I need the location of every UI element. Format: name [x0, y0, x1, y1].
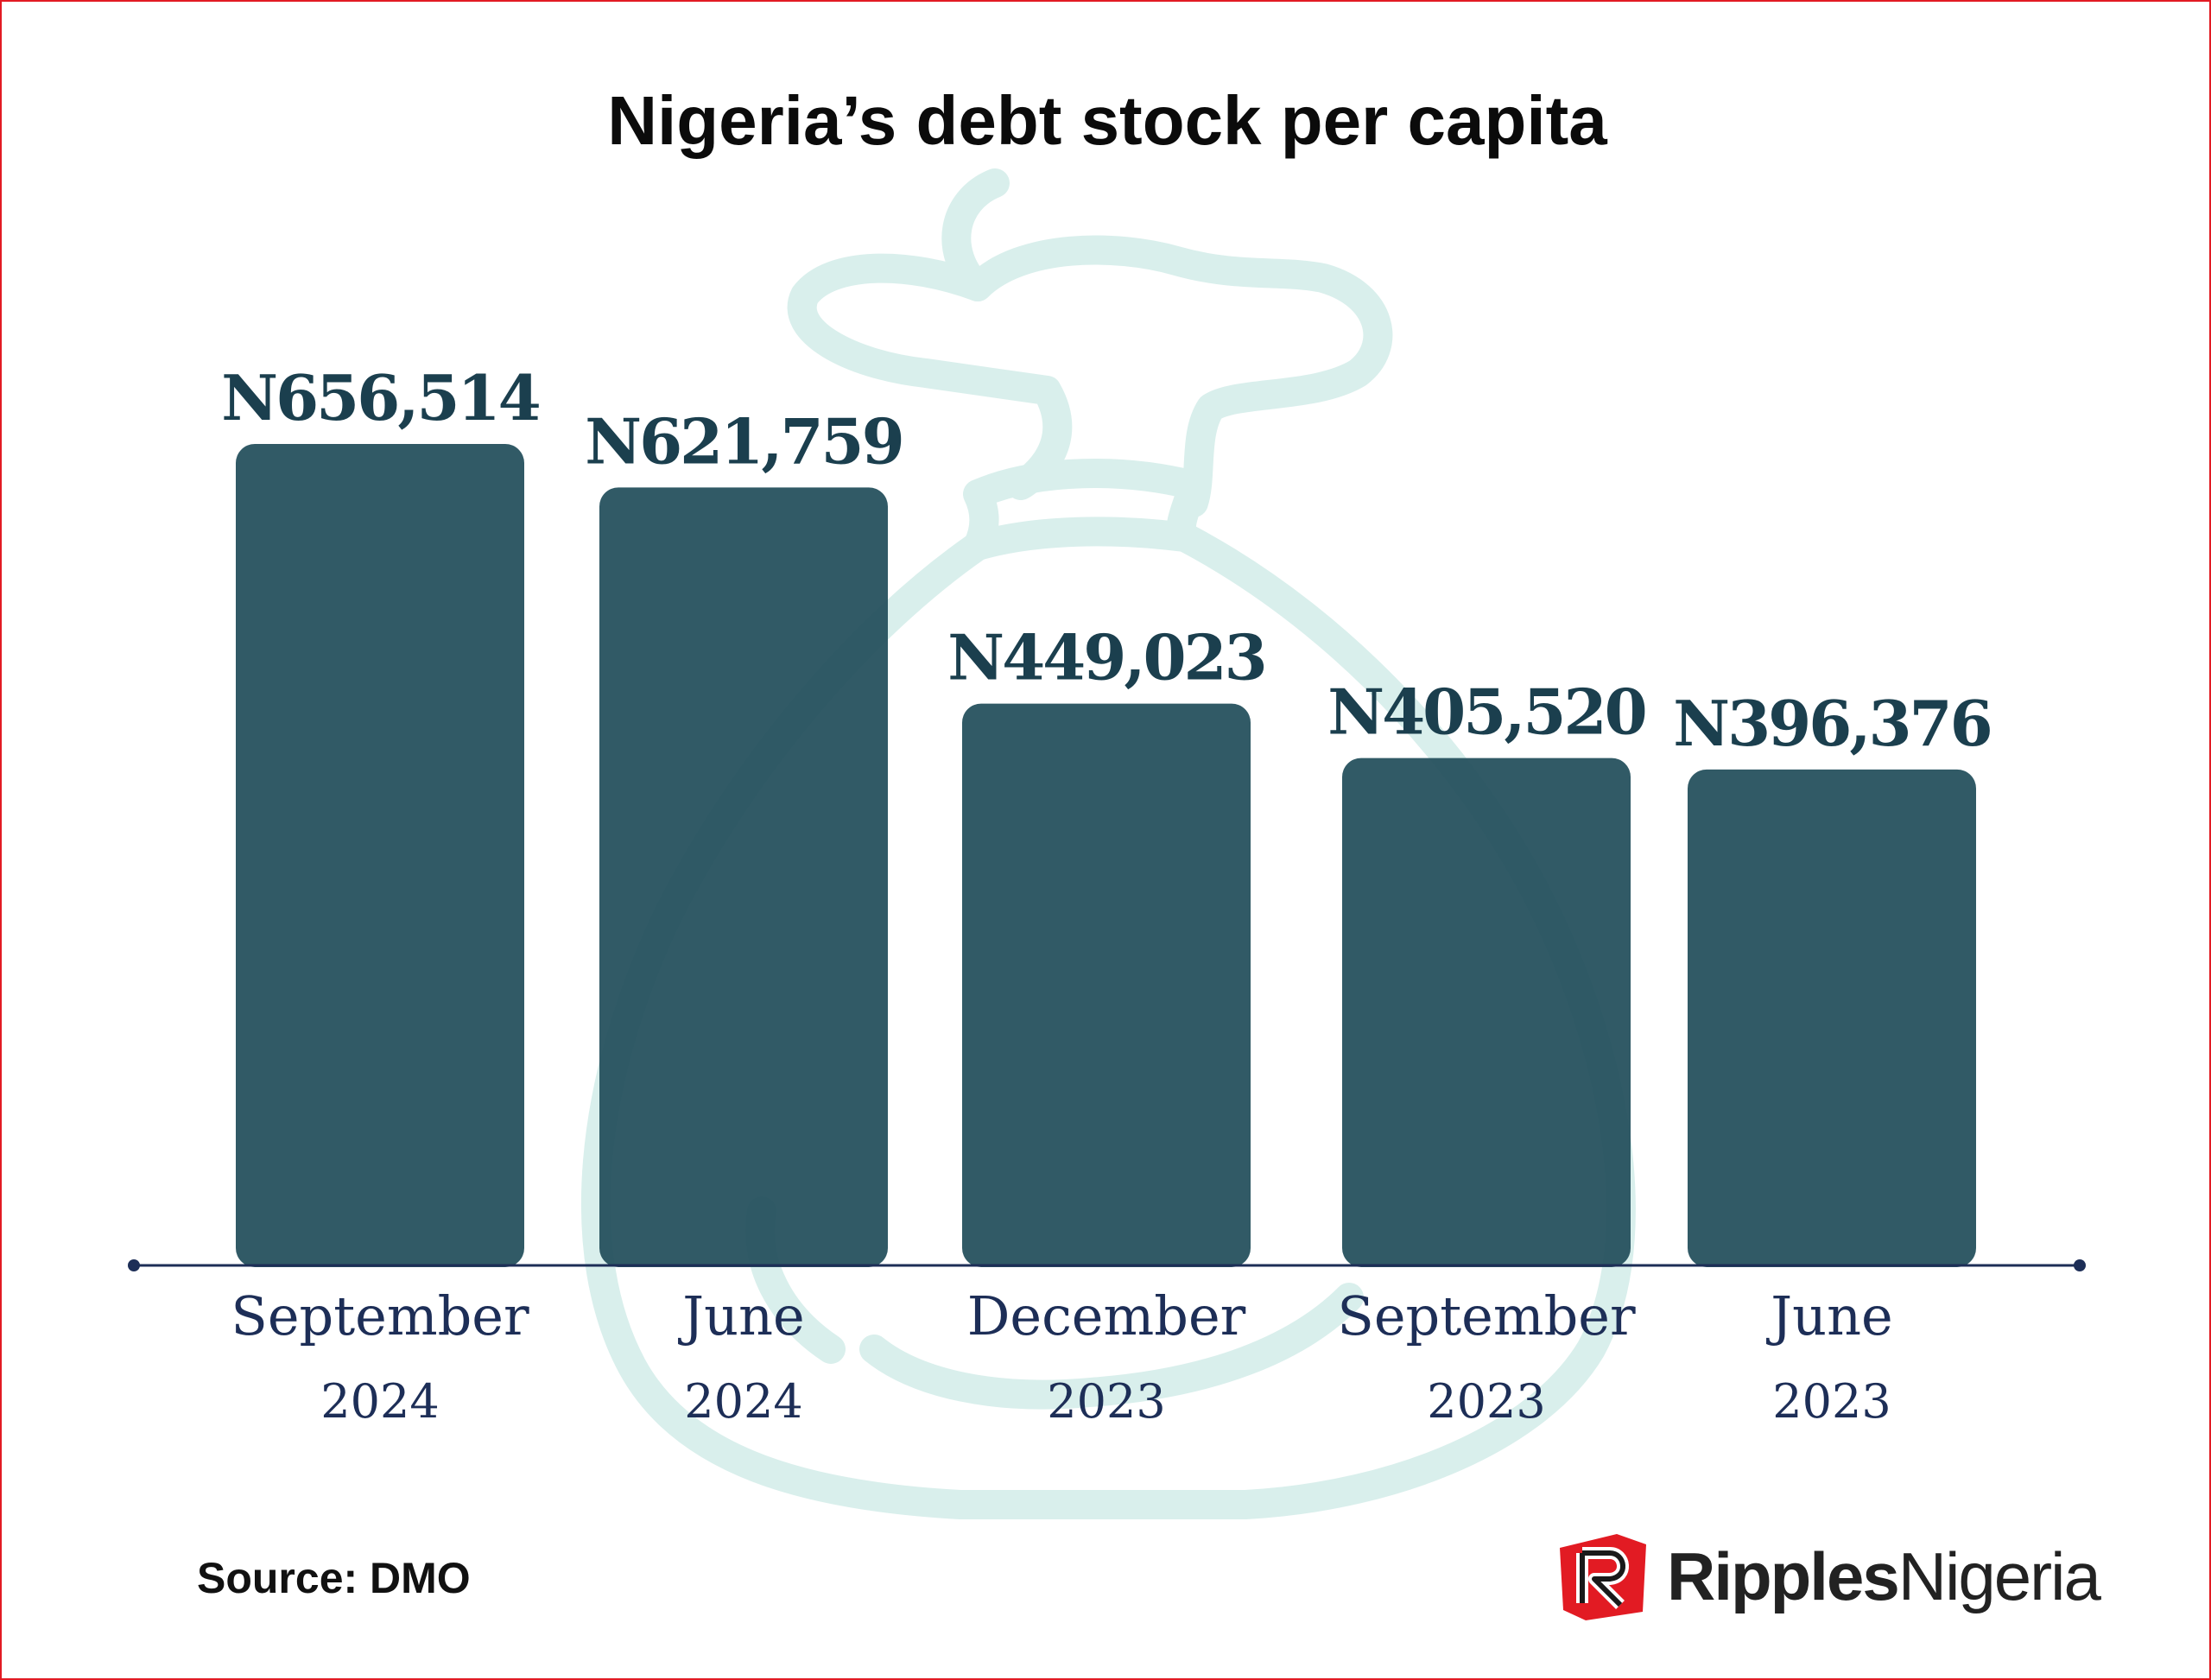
chart-title: Nigeria’s debt stock per capita: [607, 82, 1607, 159]
bar-4: [1342, 758, 1631, 1267]
bar-3: [962, 703, 1251, 1267]
x-axis-end-dot: [2074, 1259, 2086, 1271]
data-label-3: N449,023: [947, 621, 1264, 694]
x-tick-month-4: September: [1337, 1284, 1636, 1347]
ripples-logo-mark-icon: [1560, 1534, 1646, 1620]
x-tick-month-3: December: [967, 1284, 1246, 1347]
logo-brand-strong: Ripples: [1667, 1537, 1900, 1614]
logo-brand-light: Nigeria: [1897, 1537, 2101, 1614]
bar-5: [1688, 769, 1976, 1267]
ripples-nigeria-logo: RipplesNigeria: [1556, 1529, 2101, 1624]
x-tick-month-1: September: [231, 1284, 529, 1347]
logo-wordmark: RipplesNigeria: [1667, 1537, 2101, 1616]
x-tick-year-4: 2023: [1427, 1374, 1545, 1429]
source-note: Source: DMO: [197, 1554, 471, 1602]
data-label-5: N396,376: [1673, 687, 1990, 760]
data-label-2: N621,759: [585, 404, 902, 478]
data-label-4: N405,520: [1327, 675, 1644, 749]
x-tick-year-2: 2024: [684, 1374, 802, 1429]
x-tick-year-1: 2024: [320, 1374, 439, 1429]
bar-2: [599, 487, 888, 1267]
x-tick-month-5: June: [1765, 1284, 1892, 1347]
data-label-1: N656,514: [221, 361, 539, 434]
x-axis-start-dot: [128, 1259, 140, 1271]
x-tick-year-5: 2023: [1772, 1374, 1891, 1429]
x-tick-month-2: June: [677, 1284, 804, 1347]
x-tick-year-3: 2023: [1047, 1374, 1165, 1429]
bar-1: [236, 444, 524, 1267]
